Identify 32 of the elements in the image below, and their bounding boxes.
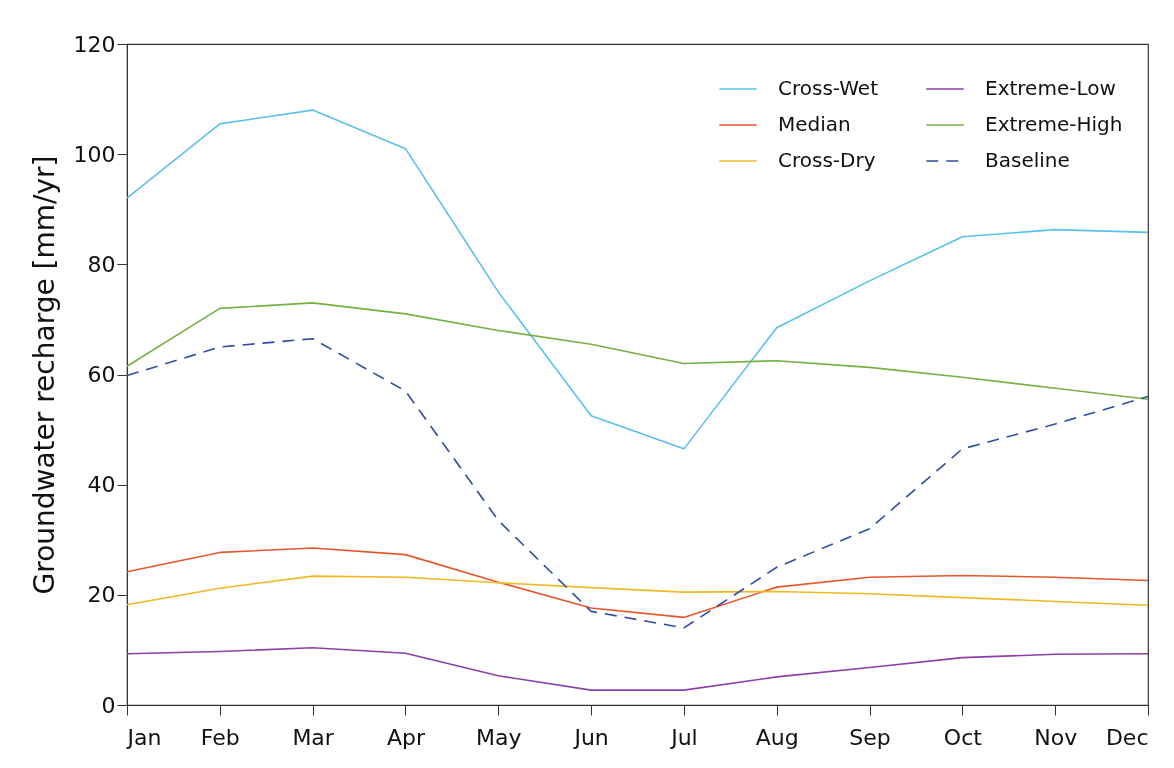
legend-label: Baseline — [985, 148, 1070, 172]
y-tick-label: 20 — [87, 582, 116, 608]
x-tick-label: Jan — [125, 724, 162, 750]
line-series — [126, 337, 1149, 629]
x-tick-label: Mar — [292, 724, 335, 750]
y-tick-label: 100 — [73, 141, 116, 167]
x-tick-label: Feb — [200, 724, 240, 750]
line-series — [126, 646, 1149, 691]
x-tick-label: Jun — [572, 724, 609, 750]
y-tick-label: 120 — [73, 31, 116, 57]
y-tick-label: 80 — [87, 251, 116, 277]
x-tick-label: Nov — [1034, 724, 1078, 750]
legend-label: Extreme-High — [985, 112, 1123, 136]
legend-label: Extreme-Low — [985, 76, 1116, 100]
legend-label: Median — [778, 112, 851, 136]
line-series — [126, 575, 1149, 607]
x-tick-label: Oct — [943, 724, 983, 750]
x-tick-label: Apr — [386, 724, 426, 750]
x-tick-label: May — [476, 724, 522, 750]
x-tick-label: Sep — [849, 724, 891, 750]
y-tick-label: 40 — [87, 472, 116, 498]
line-series — [126, 109, 1149, 450]
y-tick-label: 60 — [87, 362, 116, 387]
x-tick-label: Dec — [1105, 724, 1149, 750]
x-tick-label: Jul — [669, 724, 698, 750]
y-tick-label: 0 — [101, 692, 116, 718]
y-axis-title: Groundwater recharge [mm/yr] — [27, 155, 61, 595]
line-series — [126, 547, 1149, 619]
x-tick-label: Aug — [755, 724, 799, 750]
legend-label: Cross-Dry — [778, 148, 876, 172]
line-series — [126, 302, 1149, 401]
legend-label: Cross-Wet — [778, 76, 879, 100]
